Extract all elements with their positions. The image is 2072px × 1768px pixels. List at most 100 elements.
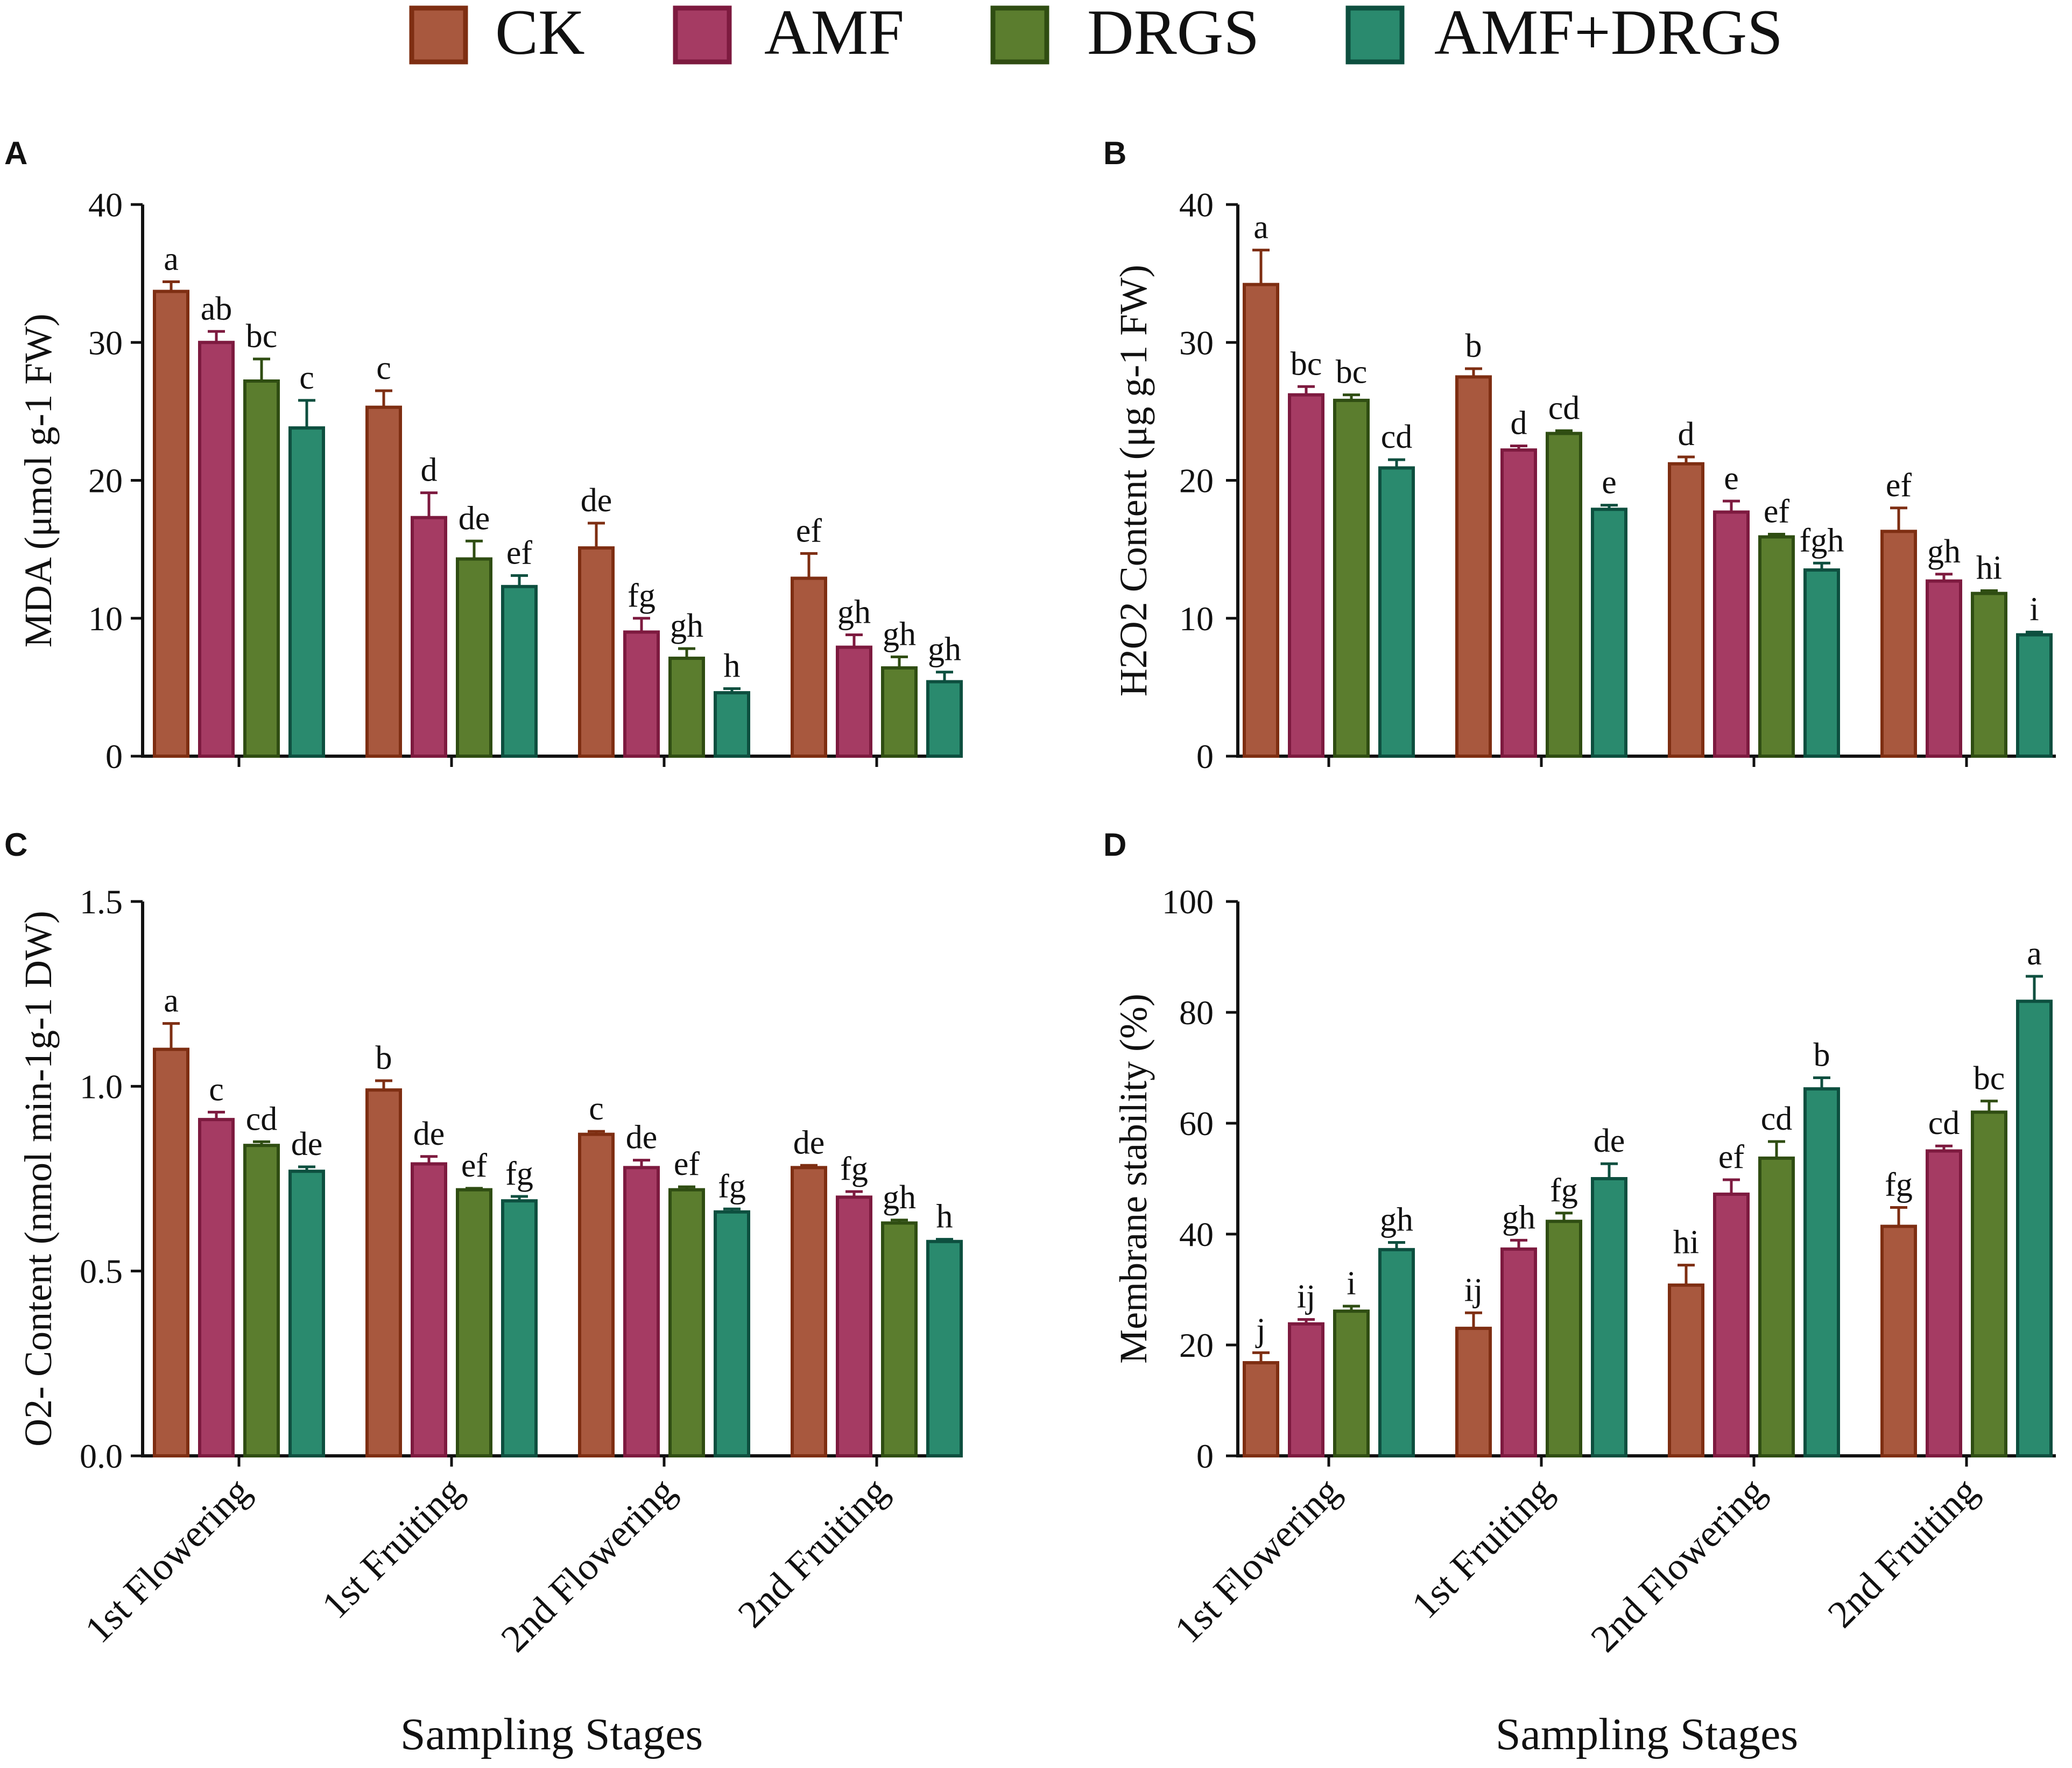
panel-d-x-tick-label: 2nd Fruiting bbox=[1820, 1469, 1986, 1636]
significance-letter: ij bbox=[1297, 1279, 1315, 1315]
bar-b-ck-1 bbox=[1243, 283, 1279, 758]
panel-c-y-tick-label: 0.5 bbox=[80, 1252, 123, 1291]
significance-letter: bc bbox=[1336, 354, 1368, 391]
significance-letter: fg bbox=[628, 577, 656, 614]
panel-c-chart: C 0.0 0.5 1.0 1.5 O2- Content (nmol min-1g-1… bbox=[4, 827, 963, 1759]
bar-b-amf-drgs-2 bbox=[1591, 508, 1627, 758]
significance-letter: gh bbox=[837, 594, 871, 631]
significance-letter: c bbox=[589, 1090, 604, 1127]
significance-letter: ef bbox=[674, 1146, 700, 1182]
significance-letter: ef bbox=[1764, 493, 1790, 530]
bar-c-amf-drgs-1 bbox=[288, 1170, 325, 1457]
significance-letter: gh bbox=[883, 1179, 916, 1216]
bar-c-amf-drgs-3 bbox=[714, 1210, 750, 1458]
significance-letter: hi bbox=[1673, 1224, 1699, 1261]
significance-letter: fg bbox=[840, 1151, 868, 1187]
significance-letter: j bbox=[1255, 1312, 1265, 1348]
significance-letter: b bbox=[1465, 328, 1482, 364]
bar-d-amf-1 bbox=[1288, 1322, 1324, 1458]
legend-swatch-drgs bbox=[990, 5, 1049, 65]
significance-letter: b bbox=[1814, 1037, 1830, 1074]
bar-b-amf-drgs-1 bbox=[1378, 466, 1415, 758]
panel-a-y-tick-label: 10 bbox=[88, 600, 123, 638]
significance-letter: ef bbox=[506, 534, 533, 571]
panel-b-y-tick-label: 40 bbox=[1179, 186, 1214, 224]
significance-letter: b bbox=[376, 1040, 392, 1076]
panel-b-letter: B bbox=[1103, 135, 1126, 171]
bar-c-drgs-1 bbox=[243, 1144, 280, 1457]
bar-a-amf-drgs-3 bbox=[714, 691, 750, 758]
panel-b-y-tick-label: 0 bbox=[1196, 737, 1214, 776]
bar-b-amf-4 bbox=[1926, 579, 1962, 758]
panel-c-y-tick-label: 1.0 bbox=[80, 1067, 123, 1105]
bar-d-drgs-4 bbox=[1971, 1110, 2007, 1457]
significance-letter: ef bbox=[1718, 1139, 1745, 1175]
panel-c-y-tick-label: 0.0 bbox=[80, 1437, 123, 1475]
bar-a-amf-2 bbox=[411, 516, 447, 758]
panel-d-y-tick-label: 60 bbox=[1179, 1104, 1214, 1143]
panel-d-x-tick-label: 1st Fruiting bbox=[1404, 1469, 1561, 1627]
significance-letter: h bbox=[724, 647, 741, 684]
significance-letter: ab bbox=[201, 291, 232, 327]
bar-c-ck-1 bbox=[153, 1047, 189, 1457]
panel-a-letter: A bbox=[4, 135, 27, 171]
legend-swatch-ck bbox=[409, 5, 468, 65]
bar-a-drgs-2 bbox=[456, 557, 492, 758]
bar-d-drgs-1 bbox=[1333, 1309, 1370, 1457]
panel-a-y-tick-label: 30 bbox=[88, 323, 123, 362]
panel-c-y-tick-label: 1.5 bbox=[80, 883, 123, 921]
bar-d-amf-drgs-1 bbox=[1378, 1248, 1415, 1458]
bar-b-ck-3 bbox=[1668, 462, 1704, 758]
panel-b-y-axis-title: H2O2 Content (μg g-1 FW) bbox=[1112, 265, 1155, 697]
significance-letter: fg bbox=[1550, 1172, 1578, 1209]
bar-c-drgs-4 bbox=[881, 1221, 918, 1457]
bar-d-amf-2 bbox=[1500, 1247, 1537, 1458]
panel-a-y-tick-label: 20 bbox=[88, 462, 123, 500]
bar-b-amf-2 bbox=[1500, 448, 1537, 758]
panel-c-x-tick-label: 2nd Fruiting bbox=[730, 1469, 897, 1636]
panel-d-y-tick-label: 40 bbox=[1179, 1215, 1214, 1253]
significance-letter: de bbox=[459, 500, 490, 537]
bar-b-drgs-3 bbox=[1758, 535, 1795, 758]
bar-d-amf-3 bbox=[1713, 1192, 1750, 1458]
panel-d-y-axis-title: Membrane stability (%) bbox=[1112, 994, 1155, 1364]
bar-d-amf-drgs-3 bbox=[1803, 1087, 1840, 1457]
legend-label-amf: AMF bbox=[764, 0, 904, 68]
bar-c-ck-4 bbox=[791, 1166, 827, 1457]
significance-letter: a bbox=[164, 241, 179, 278]
bar-c-amf-3 bbox=[623, 1166, 660, 1457]
bar-b-drgs-1 bbox=[1333, 398, 1370, 758]
bar-d-ck-2 bbox=[1455, 1327, 1492, 1458]
significance-letter: ef bbox=[1886, 467, 1912, 504]
significance-letter: de bbox=[626, 1119, 658, 1156]
bar-d-ck-4 bbox=[1880, 1224, 1917, 1458]
bar-d-amf-drgs-2 bbox=[1591, 1177, 1627, 1457]
bar-b-amf-3 bbox=[1713, 510, 1750, 758]
significance-letter: gh bbox=[1502, 1199, 1535, 1236]
panel-d-x-tick-label: 1st Flowering bbox=[1166, 1469, 1348, 1651]
bar-a-drgs-4 bbox=[881, 666, 918, 758]
panel-c-x-tick-label: 1st Flowering bbox=[76, 1469, 258, 1651]
bar-a-drgs-3 bbox=[668, 657, 705, 758]
bar-a-drgs-1 bbox=[243, 379, 280, 758]
significance-letter: gh bbox=[1927, 533, 1961, 570]
significance-letter: de bbox=[413, 1116, 445, 1152]
bar-a-ck-1 bbox=[153, 290, 189, 758]
bar-a-amf-drgs-4 bbox=[926, 680, 963, 758]
panel-a-y-axis-title: MDA (μmol g-1 FW) bbox=[17, 314, 60, 648]
significance-letter: cd bbox=[1761, 1101, 1793, 1137]
panel-c-x-tick-label: 2nd Flowering bbox=[492, 1469, 683, 1660]
bar-a-ck-3 bbox=[578, 546, 615, 758]
panel-d-x-tick-label: 2nd Flowering bbox=[1582, 1469, 1773, 1660]
legend-swatch-amf bbox=[673, 5, 732, 65]
significance-letter: e bbox=[1602, 464, 1617, 501]
bar-c-amf-1 bbox=[198, 1118, 235, 1457]
bar-a-ck-2 bbox=[365, 405, 402, 758]
panel-c-x-tick-label: 1st Fruiting bbox=[314, 1469, 471, 1627]
panel-c-x-axis-title: Sampling Stages bbox=[400, 1709, 703, 1759]
panel-b-y-tick-label: 20 bbox=[1179, 462, 1214, 500]
significance-letter: hi bbox=[1976, 550, 2002, 587]
significance-letter: de bbox=[581, 482, 612, 519]
